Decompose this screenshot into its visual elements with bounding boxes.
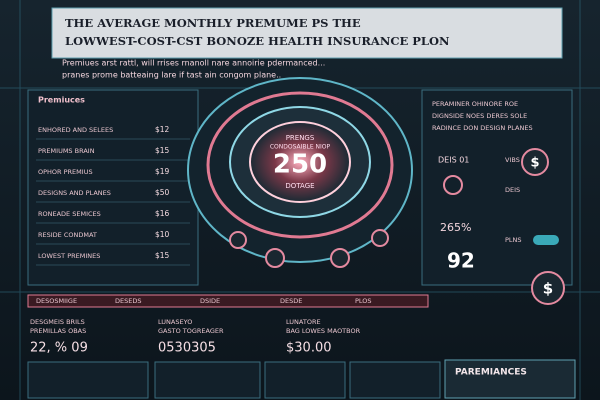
right-note: DEIS	[505, 186, 520, 194]
button[interactable]	[371, 229, 389, 247]
table-heading: DSIDE	[200, 297, 220, 305]
bottom-panel	[154, 361, 261, 399]
dial	[187, 77, 413, 263]
icon-text: $	[530, 156, 539, 171]
title-line: THE AVERAGE MONTHLY PREMUME PS THE	[65, 16, 361, 30]
stat-value: 0530305	[158, 341, 216, 356]
row-label: OPHOR PREMIUS	[38, 168, 93, 176]
button[interactable]	[229, 231, 247, 249]
bottom-panel	[27, 361, 149, 399]
left-panel	[27, 89, 199, 286]
row-label: PREMIUMS BRAIN	[38, 147, 95, 155]
dial-sublabel: CONDOSAIBLE NIOP	[270, 144, 331, 151]
stat-sublabel: PREMILLAS OBAS	[30, 327, 86, 335]
dial-label: DOTAGE	[285, 182, 314, 190]
stat-value: $30.00	[286, 341, 332, 356]
panel-heading: Premiuces	[38, 96, 85, 105]
table-heading: DESDE	[280, 297, 302, 305]
header-panel	[51, 7, 563, 59]
button[interactable]	[330, 248, 350, 268]
row-label: ENHORED AND SELEES	[38, 126, 113, 134]
dial-label: PRENGS	[286, 134, 315, 142]
right-item: DEIS 01	[438, 156, 469, 165]
row-value: $15	[155, 251, 170, 260]
row-value: $10	[155, 230, 170, 239]
stat-label: DESGMEIS BRILS	[30, 318, 85, 326]
row-value: $12	[155, 125, 170, 134]
table-header	[27, 294, 429, 308]
row-value: $16	[155, 209, 170, 218]
row-value: $19	[155, 167, 170, 176]
row-label: DESIGNS AND PLANES	[38, 189, 111, 197]
stat-value: 22, % 09	[30, 341, 88, 356]
stat-label: LUNASEYO	[158, 318, 192, 326]
row-value: $50	[155, 188, 170, 197]
icon-button[interactable]	[521, 148, 549, 176]
icon-button[interactable]	[531, 271, 565, 305]
toggle[interactable]	[533, 235, 559, 245]
icon-text: $	[543, 280, 553, 298]
stat-label: LUNATORE	[286, 318, 321, 326]
bottom-panel	[349, 361, 441, 399]
row-value: $15	[155, 146, 170, 155]
subtitle-line: pranes prome batteaing lare if tast ain …	[62, 71, 281, 80]
dial-value: 250	[273, 150, 327, 180]
row-label: RESIDE CONDMAT	[38, 231, 97, 239]
row-label: LOWEST PREMINES	[38, 252, 100, 260]
stat-sublabel: GASTO TOGREAGER	[158, 327, 224, 335]
right-panel	[421, 89, 573, 286]
right-note: PLNS	[505, 236, 522, 244]
bottom-panel	[264, 361, 346, 399]
right-item: 265%	[440, 221, 471, 234]
right-item: 92	[447, 249, 475, 273]
table-heading: PLOS	[355, 297, 372, 305]
table-heading: DESEDS	[115, 297, 141, 305]
ring-icon	[443, 175, 463, 195]
bottom-panel	[444, 359, 576, 399]
right-line: DIGNSIDE NOES DERES SOLE	[432, 112, 527, 120]
footer-heading: PAREMIANCES	[455, 368, 527, 378]
stat-sublabel: BAG LOWES MAOTBOR	[286, 327, 361, 335]
table-heading: DESOSMIIGE	[36, 297, 77, 305]
button[interactable]	[265, 248, 285, 268]
row-label: RONEADE SEMICES	[38, 210, 101, 218]
dial-buttons	[229, 229, 389, 268]
right-note: VIBS	[505, 156, 520, 164]
right-line: RADINCE DON DESIGN PLANES	[432, 124, 533, 132]
title-line: LOWWEST-COST-CST BONOZE HEALTH INSURANCE…	[65, 34, 450, 48]
right-line: PERAMINER OHINORE ROE	[432, 100, 518, 108]
subtitle-line: Premiues arst rattl, will rrises rnanoll…	[62, 59, 325, 68]
